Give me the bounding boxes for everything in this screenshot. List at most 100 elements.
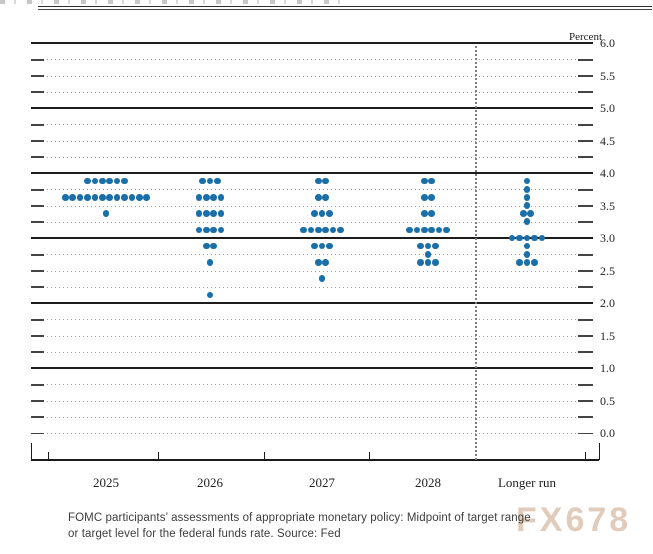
fomc-dot [214,177,221,185]
fomc-dot [311,210,318,217]
gridline-dotted [31,319,593,321]
fomc-dot [210,242,217,250]
fomc-dot [435,226,443,234]
x-category-label: 2028 [415,475,441,490]
x-axis-tick [158,452,160,460]
gridline-left-stub [31,416,44,419]
x-category-label: Longer run [497,475,557,490]
fomc-dot [432,242,439,250]
x-axis-end-bracket [599,443,601,460]
gridline-dotted [31,124,593,126]
gridline-left-stub [31,351,44,354]
gridline-right-stub [578,205,593,207]
fomc-dot [326,242,333,250]
fomc-dot [322,259,329,266]
fomc-dot [69,194,76,201]
fomc-dot [424,242,432,250]
gridline-right-stub [578,318,593,321]
gridline-dotted [31,140,593,142]
fomc-dot [102,210,110,217]
x-category-label: 2027 [309,475,335,490]
top-double-rule [38,6,652,10]
gridline-left-stub [31,335,44,337]
fomc-dot [516,259,523,266]
gridline-dotted [31,75,593,77]
x-axis-tick [369,452,371,460]
fomc-dot [195,226,203,234]
gridline-dotted [31,335,593,337]
fomc-dot [443,226,450,234]
fomc-dot [199,177,206,185]
gridline-solid [31,172,593,174]
fomc-dot [315,226,322,234]
y-tick-label: 4.0 [600,166,615,180]
fomc-dot [217,226,225,234]
fomc-dot [99,194,106,201]
fomc-dot [527,210,534,217]
fomc-dot [322,177,329,185]
gridline-left-stub [31,75,44,77]
gridline-dotted [31,254,593,256]
gridline-left-stub [31,270,44,272]
fomc-dot [516,234,523,242]
fomc-dot [62,194,69,201]
gridline-left-stub [31,432,44,435]
fomc-dot [523,177,531,185]
caption-line-2: or target level for the federal funds ra… [68,528,341,540]
fomc-dot [136,194,143,201]
y-axis-unit-label: Percent [569,31,602,43]
gridline-right-stub [578,400,593,402]
fomc-dot [84,177,91,185]
gridline-right-stub [578,286,593,289]
gridline-right-stub [578,75,593,77]
gridline-left-stub [31,400,44,402]
fomc-dot [421,177,428,185]
fomc-dot [210,226,217,234]
gridline-left-stub [31,58,44,61]
y-tick-label: 0.0 [600,426,615,440]
fomc-dot [311,242,318,250]
fomc-dot [210,210,217,217]
fomc-dot [106,194,113,201]
fomc-dot [326,210,333,217]
gridline-dotted [31,433,593,434]
y-tick-label: 2.5 [600,263,615,278]
gridline-left-stub [31,140,44,142]
fomc-dot [421,226,428,234]
fomc-dot [523,185,531,193]
x-axis-tick [585,452,587,460]
fomc-dot [531,234,538,242]
y-tick-label: 5.5 [600,68,615,83]
gridline-dotted [31,189,593,191]
gridline-solid [31,42,593,44]
fomc-dot [406,226,413,234]
gridline-left-stub [31,156,44,159]
x-axis-tick [48,452,50,460]
gridline-right-stub [578,253,593,256]
fomc-dot [520,210,527,217]
gridline-left-stub [31,318,44,321]
fomc-dot [113,194,121,201]
gridline-dotted [31,270,593,272]
fomc-dot [523,218,531,226]
gridline-right-stub [578,416,593,419]
gridline-right-stub [578,383,593,386]
fomc-dot [318,242,326,250]
gridline-left-stub [31,286,44,289]
fomc-dot [91,177,99,185]
fomc-dot [523,234,531,242]
y-tick-label: 4.5 [600,133,615,148]
fomc-dot [523,250,531,258]
fomc-dot [217,194,225,201]
fomc-dot [417,259,424,266]
gridline-dotted [31,384,593,386]
gridline-left-stub [31,221,44,224]
fomc-dot [523,202,531,209]
fomc-dot [315,177,322,185]
gridline-right-stub [578,123,593,126]
fomc-dot [206,291,214,299]
fomc-dot [424,250,432,258]
gridline-dotted [31,221,593,223]
